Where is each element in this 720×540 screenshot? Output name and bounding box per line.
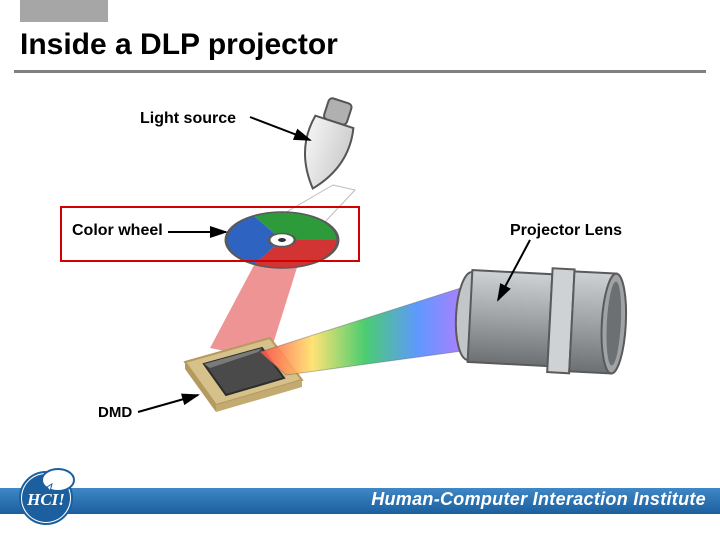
light-source-bulb — [292, 94, 362, 195]
svg-text:HCI!: HCI! — [26, 490, 65, 509]
label-dmd: DMD — [98, 404, 132, 421]
hcii-logo: HCI! — [14, 460, 84, 530]
arrow-light-source — [250, 117, 310, 140]
dlp-diagram — [0, 0, 720, 540]
footer-text: Human-Computer Interaction Institute — [371, 489, 706, 510]
label-light-source: Light source — [140, 110, 236, 128]
projector-lens — [453, 263, 628, 376]
arrow-dmd — [138, 395, 198, 412]
slide: { "title": "Inside a DLP projector", "la… — [0, 0, 720, 540]
highlight-box — [60, 206, 360, 262]
label-projector-lens: Projector Lens — [510, 222, 622, 240]
rainbow-beam — [260, 285, 470, 375]
